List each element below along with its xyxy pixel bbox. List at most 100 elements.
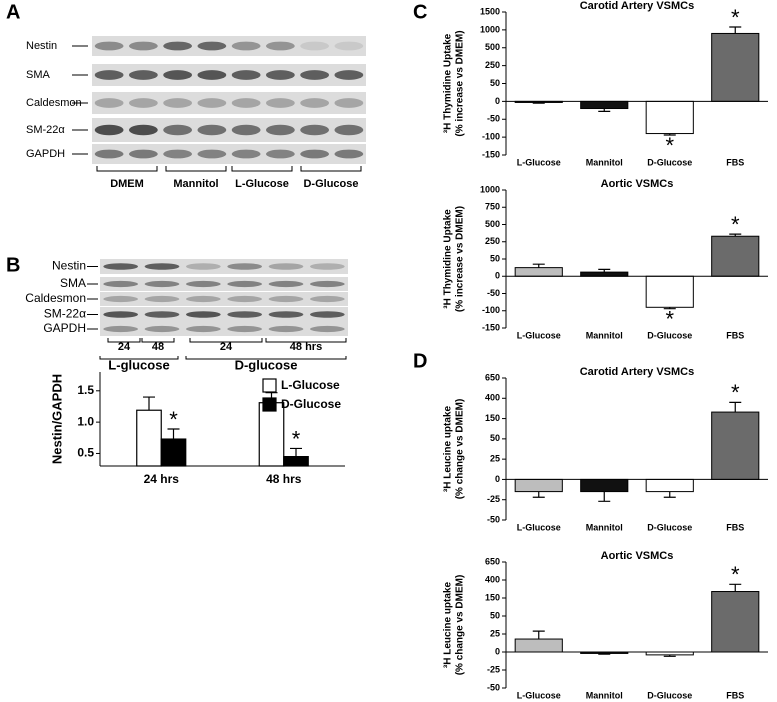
blot-band	[268, 263, 304, 270]
y-axis-label: (% increase vs DMEM)	[455, 206, 466, 312]
blot-band	[144, 295, 180, 303]
significance-marker: *	[665, 133, 674, 158]
lane-label: Mannitol	[173, 178, 218, 190]
y-tick-label: 50	[490, 610, 500, 620]
y-tick-label: 400	[485, 393, 500, 403]
y-axis-label: Nestin/GAPDH	[49, 374, 64, 464]
x-tick-label: D-Glucose	[647, 157, 692, 167]
blot-band	[300, 70, 330, 80]
panel-letter: B	[6, 254, 20, 276]
bar	[580, 478, 629, 493]
blot-band	[185, 325, 221, 333]
lane-bracket	[231, 166, 293, 172]
y-tick-label: -25	[487, 664, 500, 674]
significance-marker: *	[665, 306, 674, 331]
blot-band	[144, 263, 180, 270]
error-bar	[729, 26, 742, 34]
blot-band	[163, 98, 193, 108]
bar	[711, 235, 760, 277]
lane-bracket	[265, 338, 347, 343]
y-tick-label: 150	[485, 413, 500, 423]
x-tick-label: L-Glucose	[517, 522, 561, 532]
blot-band	[128, 98, 158, 108]
blot-band	[128, 70, 158, 80]
x-tick-label: Mannitol	[586, 522, 623, 532]
bar	[645, 478, 694, 493]
blot-band	[231, 124, 261, 136]
blot-strip	[100, 307, 348, 322]
error-bar	[729, 401, 742, 413]
y-tick-label: 0	[495, 646, 500, 656]
significance-marker: *	[169, 407, 178, 432]
y-tick-label: -50	[487, 114, 500, 124]
blot-band	[300, 149, 330, 159]
blot-strip	[92, 144, 366, 164]
x-tick-label: D-Glucose	[647, 690, 692, 700]
row-label: GAPDH	[26, 148, 65, 160]
row-label: GAPDH	[43, 321, 86, 335]
error-bar	[532, 263, 545, 268]
blot-band	[268, 325, 304, 333]
lane-bracket	[107, 338, 141, 343]
bar	[711, 591, 760, 653]
blot-band	[197, 70, 227, 80]
blot-strip	[100, 277, 348, 291]
significance-marker: *	[731, 380, 740, 405]
group-label: L-glucose	[108, 357, 169, 372]
significance-marker: *	[731, 562, 740, 587]
y-tick-label: 1000	[480, 184, 500, 194]
blot-band	[163, 124, 193, 136]
y-tick-label: 1.0	[77, 414, 94, 428]
blot-strip	[92, 92, 366, 114]
blot-band	[227, 263, 263, 270]
row-label: Caldesmon	[25, 291, 86, 305]
blot-band	[231, 70, 261, 80]
y-tick-label: 0	[495, 474, 500, 484]
y-axis-label: ³H Thymidine Uptake	[443, 209, 454, 309]
bar	[514, 638, 563, 653]
blot-band	[103, 311, 139, 318]
group-label: D-glucose	[235, 357, 298, 372]
blot-band	[300, 41, 330, 51]
x-tick-label: L-Glucose	[517, 157, 561, 167]
blot-band	[163, 70, 193, 80]
y-tick-label: 50	[490, 78, 500, 88]
blot-band	[309, 295, 345, 303]
panel-letter: A	[6, 1, 20, 23]
blot-band	[103, 325, 139, 333]
lane-bracket	[141, 338, 175, 343]
error-bar	[532, 630, 545, 640]
y-tick-label: 500	[485, 42, 500, 52]
x-tick-label: FBS	[726, 690, 744, 700]
y-tick-label: 0	[495, 96, 500, 106]
blot-band	[103, 280, 139, 288]
blot-band	[94, 98, 124, 108]
bar	[580, 100, 629, 110]
y-tick-label: 650	[485, 372, 500, 382]
blot-band	[334, 98, 364, 108]
y-axis-label: ³H Leucine uptake	[443, 406, 454, 493]
blot-band	[94, 124, 124, 136]
y-axis-label: (% change vs DMEM)	[455, 399, 466, 500]
chart-title: Aortic VSMCs	[601, 550, 674, 562]
blot-band	[128, 124, 158, 136]
error-bar	[663, 491, 676, 498]
x-tick-label: 48 hrs	[266, 472, 302, 486]
x-tick-label: D-Glucose	[647, 522, 692, 532]
blot-band	[334, 70, 364, 80]
error-bar	[532, 491, 545, 498]
blot-band	[227, 311, 263, 318]
blot-band	[103, 263, 139, 270]
lane-label: 48	[152, 341, 164, 353]
x-tick-label: 24 hrs	[144, 472, 180, 486]
y-tick-label: 400	[485, 574, 500, 584]
blot-band	[268, 295, 304, 303]
bar	[514, 267, 563, 277]
blot-band	[185, 263, 221, 270]
blot-band	[300, 124, 330, 136]
blot-band	[197, 149, 227, 159]
blot-band	[227, 295, 263, 303]
y-tick-label: 250	[485, 60, 500, 70]
blot-strip	[100, 322, 348, 336]
